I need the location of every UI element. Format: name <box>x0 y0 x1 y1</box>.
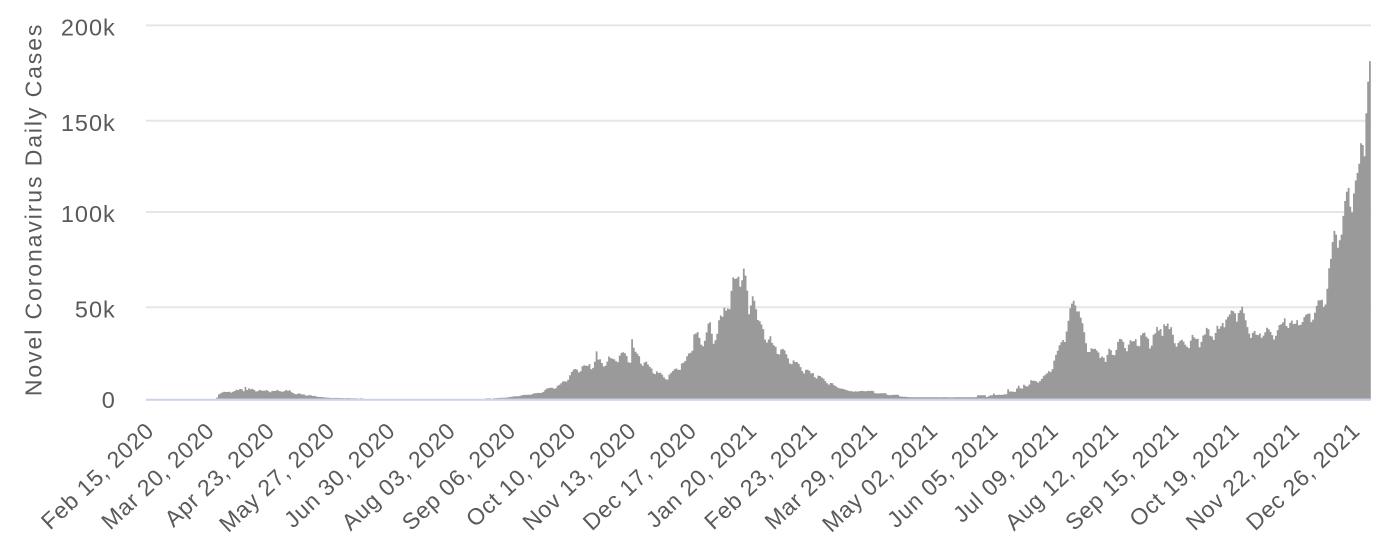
svg-text:50k: 50k <box>75 297 116 323</box>
svg-text:200k: 200k <box>61 15 116 41</box>
svg-text:Novel Coronavirus Daily Cases: Novel Coronavirus Daily Cases <box>21 23 47 396</box>
svg-text:0: 0 <box>102 387 116 413</box>
svg-text:100k: 100k <box>61 201 116 227</box>
svg-text:150k: 150k <box>61 110 116 136</box>
